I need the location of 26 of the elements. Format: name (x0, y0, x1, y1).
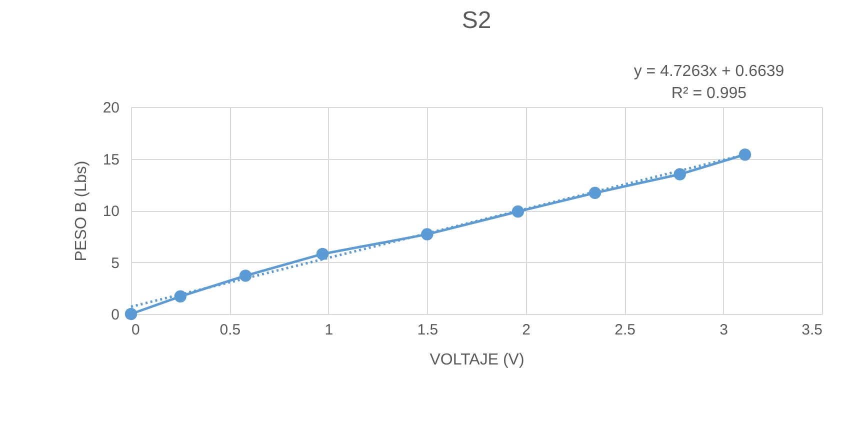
y-tick-label: 10 (102, 203, 120, 220)
x-tick-label: 3 (720, 322, 728, 338)
point (512, 205, 524, 218)
y-axis-title: PESO B (Lbs) (72, 160, 90, 262)
x-tick-label: 1.5 (417, 322, 438, 338)
y-tick-label: 0 (111, 306, 120, 324)
point (421, 228, 434, 240)
x-tick-label: 0 (132, 322, 140, 338)
y-tick-label: 20 (102, 100, 120, 116)
point (124, 308, 138, 320)
text: y = 4.7263x + 0.6639 (634, 63, 784, 80)
x-axis-title: VOLTAJE (V) (430, 352, 524, 368)
x-tick-label: 0.5 (220, 322, 241, 338)
point (674, 168, 686, 180)
point (239, 270, 252, 282)
y-tick-label: 5 (111, 254, 120, 272)
point (738, 148, 752, 161)
x-tick-label: 3.5 (802, 322, 822, 338)
x-tick-label: 1 (324, 322, 334, 338)
point (588, 186, 602, 200)
point (316, 248, 329, 260)
x-tick-label: 2.5 (614, 322, 636, 338)
text: R² = 0.995 (671, 85, 747, 102)
y-tick-label: 15 (102, 151, 120, 168)
chart-title: S2 (462, 7, 492, 34)
x-tick-label: 2 (522, 322, 531, 338)
